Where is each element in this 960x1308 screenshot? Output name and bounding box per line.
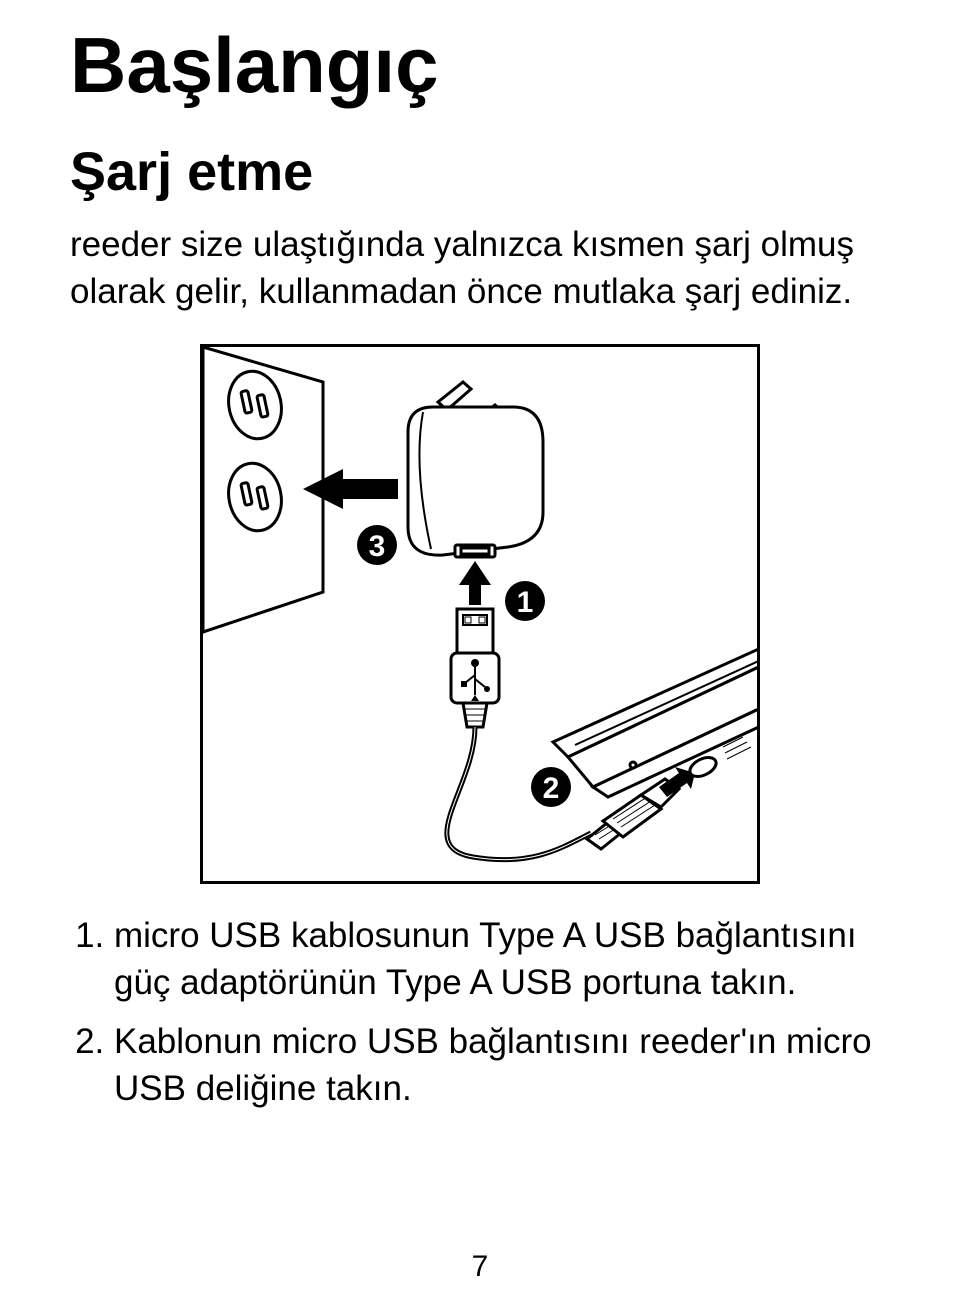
page-number: 7 <box>0 1250 960 1284</box>
step-item: Kablonun micro USB bağlantısını reeder'ı… <box>114 1018 890 1113</box>
svg-text:3: 3 <box>369 530 386 563</box>
callout-1: 1 <box>505 581 545 621</box>
svg-text:2: 2 <box>543 772 560 805</box>
steps-list: micro USB kablosunun Type A USB bağlantı… <box>70 912 890 1113</box>
svg-text:1: 1 <box>517 586 534 619</box>
callout-2: 2 <box>531 767 571 807</box>
section-subtitle: Şarj etme <box>70 141 890 203</box>
diagram-container: 3 1 2 <box>70 344 890 884</box>
page-title: Başlangıç <box>70 20 890 111</box>
step-item: micro USB kablosunun Type A USB bağlantı… <box>114 912 890 1007</box>
charging-diagram: 3 1 2 <box>200 344 760 884</box>
tablet-device <box>553 647 760 797</box>
intro-paragraph: reeder size ulaştığında yalnızca kısmen … <box>70 221 890 316</box>
charging-diagram-svg: 3 1 2 <box>203 347 760 884</box>
callout-3: 3 <box>357 525 397 565</box>
usb-type-a-plug <box>451 609 499 727</box>
power-adapter <box>408 382 543 557</box>
arrow-into-adapter <box>459 561 491 605</box>
